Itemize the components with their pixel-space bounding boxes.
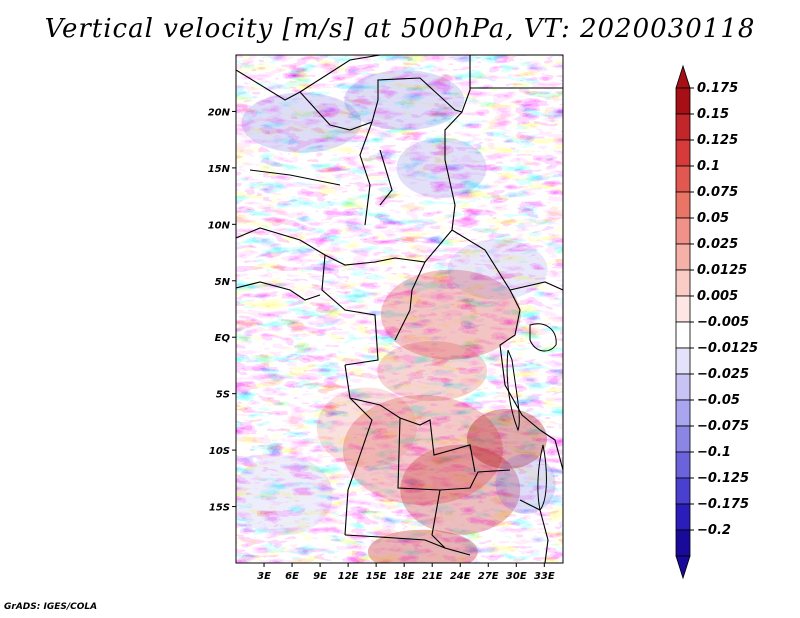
x-tick-label: 27E xyxy=(478,571,499,582)
colorbar-swatch xyxy=(675,321,691,349)
colorbar-label: 0.005 xyxy=(697,289,738,304)
colorbar-swatch xyxy=(675,165,691,193)
x-tick-label: 3E xyxy=(257,571,271,582)
colorbar-label: 0.175 xyxy=(697,81,738,96)
anomaly-patch xyxy=(236,455,333,536)
colorbar-swatch xyxy=(675,373,691,401)
x-tick-label: 9E xyxy=(313,571,327,582)
border-line xyxy=(321,254,379,366)
colorbar-swatch xyxy=(675,451,691,479)
country-borders xyxy=(236,55,563,563)
colorbar-label: 0.025 xyxy=(697,237,738,252)
colorbar-label: 0.1 xyxy=(697,159,720,174)
border-line xyxy=(344,534,446,549)
colorbar-label: −0.005 xyxy=(697,315,749,330)
colorbar-swatch xyxy=(675,87,691,115)
colorbar-swatch xyxy=(675,399,691,427)
plot-frame xyxy=(235,54,564,564)
y-tick-label: 5N xyxy=(215,277,231,288)
colorbar-label: 0.125 xyxy=(697,133,738,148)
colorbar-swatch xyxy=(675,503,691,531)
border-line xyxy=(431,489,471,556)
border-line xyxy=(299,55,471,131)
x-tick-label: 21E xyxy=(422,571,443,582)
colorbar-swatch xyxy=(675,191,691,219)
colorbar-label: −0.2 xyxy=(697,523,731,538)
y-tick-label: 10N xyxy=(208,220,231,231)
border-line xyxy=(236,227,326,256)
lake-malawi xyxy=(537,444,547,512)
colorbar-arrow-top xyxy=(675,64,691,89)
anomaly-patch xyxy=(367,529,478,563)
x-tick-label: 15E xyxy=(366,571,387,582)
lake-victoria xyxy=(529,323,557,352)
border-line xyxy=(236,281,321,301)
x-tick-label: 33E xyxy=(534,571,555,582)
y-tick-label: 15S xyxy=(209,503,230,514)
anomaly-patch xyxy=(342,395,503,506)
colorbar-label: −0.05 xyxy=(697,393,740,408)
colorbar-label: −0.075 xyxy=(697,419,749,434)
border-line xyxy=(359,121,373,226)
colorbar-swatch xyxy=(675,217,691,245)
colorbar-swatch xyxy=(675,295,691,323)
anomaly-patch xyxy=(380,269,521,360)
border-line xyxy=(444,111,463,231)
anomaly-patch xyxy=(377,341,488,402)
colorbar-label: 0.0125 xyxy=(697,263,747,278)
y-tick-label: 20N xyxy=(208,107,231,118)
y-tick-label: EQ xyxy=(215,333,231,344)
border-line xyxy=(519,499,549,563)
border-line xyxy=(324,229,563,291)
x-tick-label: 30E xyxy=(506,571,527,582)
border-line xyxy=(344,364,476,473)
chart-title: Vertical velocity [m/s] at 500hPa, VT: 2… xyxy=(44,14,756,44)
colorbar-label: 0.075 xyxy=(697,185,738,200)
colorbar-arrow-bottom xyxy=(675,555,691,580)
footer-credit: GrADS: IGES/COLA xyxy=(4,602,98,612)
y-tick-label: 5S xyxy=(216,390,230,401)
x-tick-label: 24E xyxy=(450,571,471,582)
anomaly-patch xyxy=(396,137,487,198)
colorbar-label: −0.1 xyxy=(697,445,731,460)
x-tick-label: 6E xyxy=(285,571,299,582)
border-line xyxy=(344,397,373,536)
border-line xyxy=(397,417,511,491)
colorbar-swatch xyxy=(675,477,691,505)
colorbar-label: −0.125 xyxy=(697,471,749,486)
colorbar-label: 0.15 xyxy=(697,107,729,122)
colorbar-swatch xyxy=(675,529,691,557)
y-tick-label: 10S xyxy=(209,446,230,457)
anomaly-patch xyxy=(400,444,521,535)
colorbar: 0.175 0.15 0.125 0.1 0.075 0.05 0.025 0.0125 0.0… xyxy=(675,64,758,580)
anomaly-patch xyxy=(466,408,547,469)
border-line xyxy=(499,289,541,431)
colorbar-label: −0.175 xyxy=(697,497,749,512)
colorbar-swatch xyxy=(675,113,691,141)
plot-area xyxy=(236,55,563,563)
heatmap-field xyxy=(236,55,563,563)
y-tick-label: 15N xyxy=(208,164,231,175)
x-tick-label: 12E xyxy=(338,571,359,582)
y-axis: 20N 15N 10N 5N EQ 5S 10S 15S xyxy=(208,107,236,514)
colorbar-label: −0.025 xyxy=(697,367,749,382)
border-line xyxy=(394,261,426,341)
colorbar-swatch xyxy=(675,425,691,453)
border-line xyxy=(539,429,563,471)
colorbar-swatch xyxy=(675,243,691,271)
border-line xyxy=(249,169,341,186)
anomaly-patch xyxy=(241,92,362,153)
colorbar-swatch xyxy=(675,139,691,167)
colorbar-swatch xyxy=(675,269,691,297)
anomaly-patch xyxy=(316,387,417,468)
x-tick-label: 18E xyxy=(394,571,415,582)
colorbar-label: −0.0125 xyxy=(697,341,758,356)
colorbar-label: 0.05 xyxy=(697,211,729,226)
lake-tanganyika xyxy=(506,349,520,432)
border-line xyxy=(379,149,393,206)
anomaly-patch xyxy=(495,453,556,514)
x-axis: 3E 6E 9E 12E 15E 18E 21E 24E 27E 30E 33E xyxy=(257,563,555,582)
colorbar-swatch xyxy=(675,347,691,375)
